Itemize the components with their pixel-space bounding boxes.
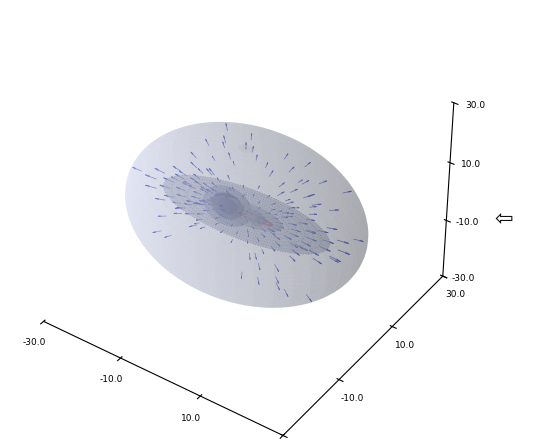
Text: ⇦: ⇦ bbox=[494, 208, 513, 228]
